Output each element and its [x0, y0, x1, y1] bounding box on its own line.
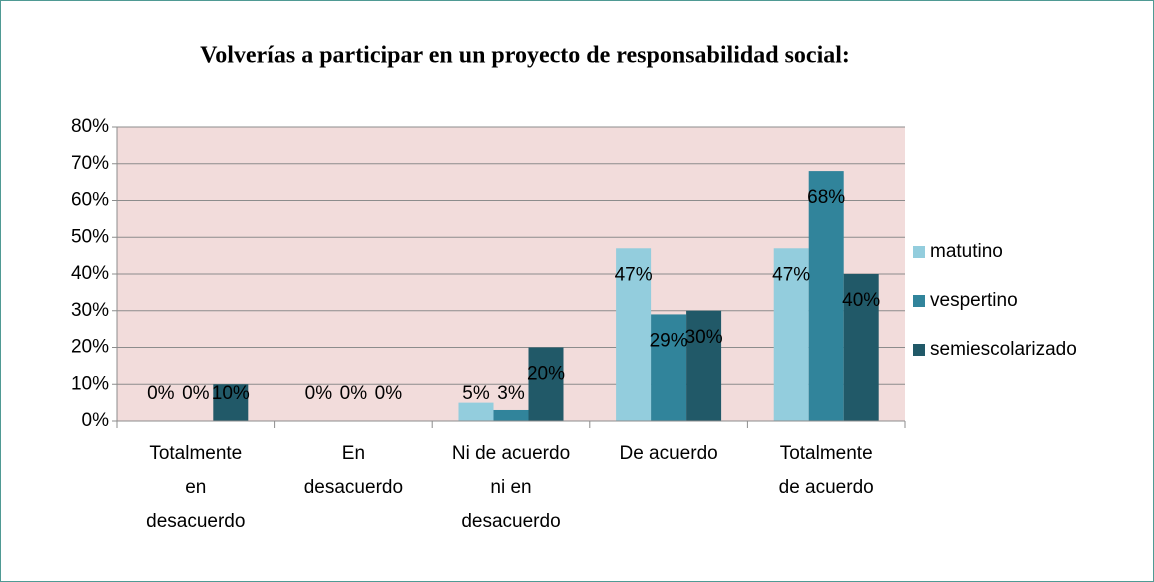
y-tick-label: 30% [71, 300, 109, 321]
data-label: 29% [650, 330, 688, 351]
data-label: 0% [305, 383, 333, 404]
y-tick-label: 80% [71, 116, 109, 137]
y-tick-label: 60% [71, 190, 109, 211]
data-label: 0% [340, 383, 368, 404]
bar [651, 314, 687, 421]
legend-label: semiescolarizado [930, 339, 1077, 360]
legend-label: vespertino [930, 290, 1018, 311]
bar [808, 171, 844, 421]
y-tick-label: 70% [71, 153, 109, 174]
chart-title: Volverías a participar en un proyecto de… [200, 43, 850, 69]
data-label: 30% [685, 327, 723, 348]
legend-swatch [913, 295, 925, 307]
bar [213, 384, 249, 421]
x-tick-label: Totalmente en desacuerdo [146, 443, 246, 532]
data-label: 5% [462, 383, 490, 404]
x-tick-label: En desacuerdo [303, 443, 404, 498]
data-label: 47% [615, 264, 653, 285]
bar [528, 347, 564, 421]
data-label: 47% [772, 264, 810, 285]
x-tick-label: Totalmente de acuerdo [778, 443, 874, 498]
legend-swatch [913, 344, 925, 356]
data-label: 0% [375, 383, 403, 404]
legend-label: matutino [930, 241, 1003, 262]
bar [773, 248, 809, 421]
legend-swatch [913, 246, 925, 258]
y-tick-label: 20% [71, 337, 109, 358]
data-label: 68% [807, 187, 845, 208]
y-tick-label: 50% [71, 226, 109, 247]
bar [686, 310, 722, 421]
x-tick-label: De acuerdo [619, 443, 718, 464]
data-label: 10% [212, 383, 250, 404]
bar [616, 248, 652, 421]
data-label: 3% [497, 383, 525, 404]
x-tick-label: Ni de acuerdo ni en desacuerdo [451, 443, 571, 532]
y-tick-label: 10% [71, 373, 109, 394]
bar [458, 402, 494, 421]
y-tick-label: 0% [82, 410, 110, 431]
data-label: 40% [842, 290, 880, 311]
bar [493, 409, 529, 421]
y-tick-label: 40% [71, 263, 109, 284]
data-label: 0% [147, 383, 175, 404]
data-label: 0% [182, 383, 210, 404]
bar [843, 274, 879, 421]
data-label: 20% [527, 364, 565, 385]
